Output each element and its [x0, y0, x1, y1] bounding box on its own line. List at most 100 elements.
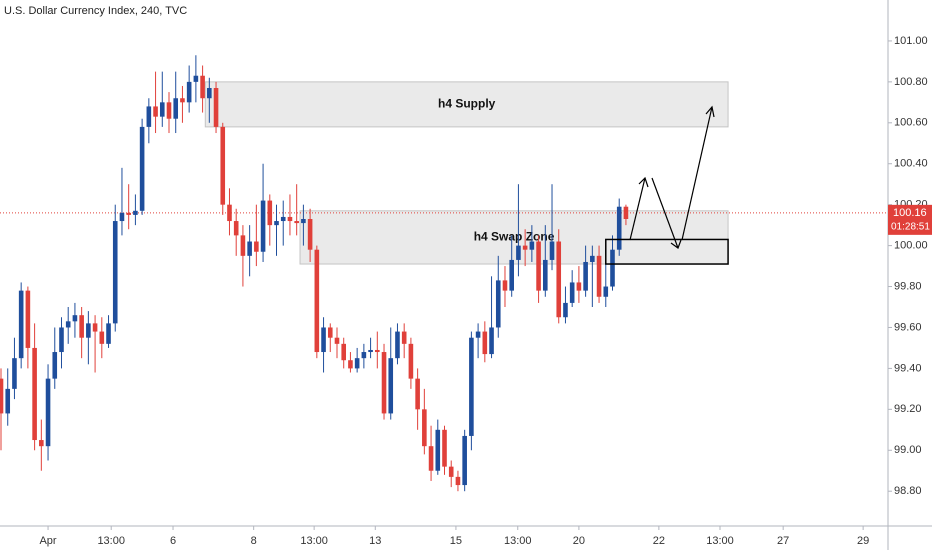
y-tick-label: 99.60 — [894, 321, 922, 333]
candle-body — [59, 327, 64, 353]
candle-body — [509, 259, 515, 291]
y-tick-label: 100.00 — [894, 240, 928, 252]
candle-body — [240, 235, 246, 256]
zone — [299, 210, 729, 265]
candle-body — [153, 106, 158, 117]
candle-body — [388, 358, 394, 414]
candle-body — [502, 280, 508, 291]
candle-body — [529, 241, 535, 250]
candle-body — [159, 102, 165, 117]
y-tick-label: 98.80 — [894, 485, 922, 497]
x-tick-label: 29 — [857, 535, 869, 547]
x-tick-label: 13:00 — [300, 535, 328, 547]
candle-body — [12, 358, 17, 389]
x-tick-label: 22 — [653, 535, 665, 547]
candle-body — [307, 218, 313, 250]
candle-body — [348, 360, 353, 369]
x-tick-label: 13:00 — [97, 535, 125, 547]
candle-body — [422, 409, 427, 447]
drawn-arrows — [629, 105, 715, 249]
candle-body — [5, 388, 11, 414]
candle-body — [39, 440, 44, 447]
candle-body — [287, 216, 293, 222]
candle-body — [408, 343, 414, 379]
candle-body — [133, 210, 138, 215]
candle-body — [361, 352, 367, 359]
candle-body — [65, 321, 71, 328]
candle-body — [563, 302, 568, 318]
candle-body — [220, 126, 226, 205]
candle-body — [193, 75, 199, 82]
x-tick-label: 8 — [251, 535, 257, 547]
y-tick-label: 99.80 — [894, 280, 922, 292]
x-tick-label: 6 — [170, 535, 176, 547]
candle-body — [482, 331, 488, 355]
axes: 101.00100.80100.60100.40100.20100.0099.8… — [39, 35, 932, 547]
candle-body — [267, 200, 273, 226]
candle-body — [166, 102, 172, 119]
candle-body — [569, 282, 575, 303]
candle-body — [0, 378, 4, 414]
candle-body — [180, 98, 185, 103]
candle-body — [233, 221, 239, 236]
candle-body — [415, 378, 420, 410]
x-tick-label: 15 — [450, 535, 462, 547]
y-tick-label: 99.20 — [894, 403, 922, 415]
arrow — [681, 106, 713, 241]
arrow-head — [705, 105, 715, 118]
candle-body — [301, 218, 306, 224]
candle-body — [556, 241, 562, 318]
candle-body — [462, 435, 467, 486]
candle-body — [52, 352, 58, 379]
candle-body — [623, 206, 629, 219]
candle-body — [274, 221, 279, 226]
candle-body — [610, 249, 615, 287]
candle-body — [375, 349, 380, 353]
candle-body — [616, 206, 622, 250]
candle-body — [45, 378, 51, 447]
candle-body — [79, 315, 84, 338]
candle-body — [354, 358, 360, 369]
candle-body — [186, 81, 192, 103]
candle-body — [18, 290, 24, 359]
candle-body — [314, 249, 320, 353]
candle-body — [126, 212, 131, 215]
candle-body — [495, 280, 501, 328]
x-tick-label: Apr — [39, 535, 56, 547]
zone — [204, 81, 729, 128]
candle-body — [321, 327, 326, 353]
candle-body — [247, 241, 252, 256]
price-tag — [888, 204, 932, 235]
candle-body — [207, 88, 212, 99]
candle-body — [469, 337, 474, 436]
zone-label: h4 Supply — [438, 97, 496, 111]
candle-body — [341, 343, 347, 361]
candle-body — [576, 282, 582, 291]
y-tick-label: 100.60 — [894, 117, 928, 129]
arrow-head — [670, 239, 682, 249]
candle-body — [92, 323, 98, 332]
candle-body — [200, 75, 205, 99]
candle-body — [549, 241, 555, 260]
candle-body — [516, 245, 521, 260]
candle-body — [146, 106, 152, 127]
chart-title: U.S. Dollar Currency Index, 240, TVC — [4, 5, 187, 17]
candle-body — [442, 429, 447, 467]
candle-body — [86, 323, 91, 338]
candle-body — [254, 241, 259, 252]
price-label: 100.16 — [893, 207, 927, 219]
candle-body — [99, 331, 105, 344]
candles — [0, 55, 888, 492]
candle-body — [603, 286, 609, 297]
arrow-head — [638, 176, 649, 188]
candle-body — [119, 212, 125, 222]
candle-body — [583, 261, 588, 291]
box — [605, 238, 729, 265]
candle-body — [475, 331, 481, 338]
candle-body — [106, 323, 111, 344]
candle-body — [435, 429, 441, 471]
zones: h4 Supply h4 Swap Zone — [204, 81, 729, 265]
candle-body — [227, 204, 232, 222]
zone-label: h4 Swap Zone — [474, 230, 555, 244]
y-tick-label: 99.40 — [894, 362, 922, 374]
